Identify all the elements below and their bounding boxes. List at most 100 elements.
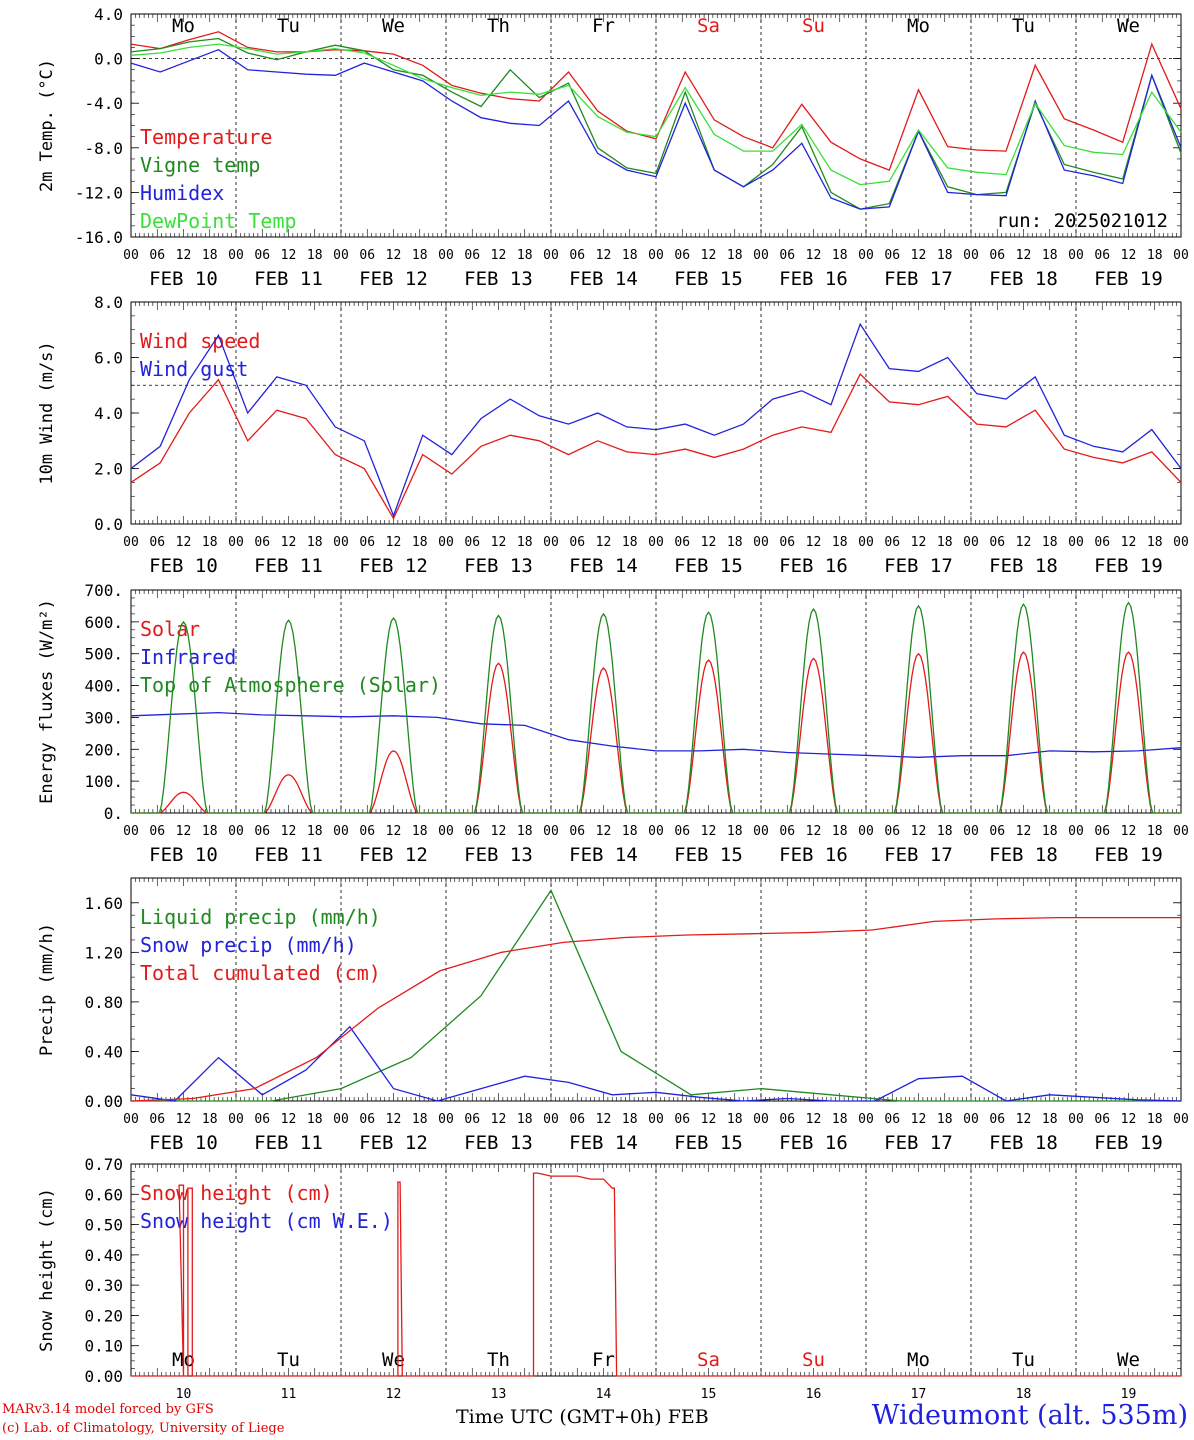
hour-tick-label: 00 (438, 535, 454, 550)
series-line-wind-gust (130, 322, 1182, 518)
hour-tick-label: 00 (648, 535, 664, 550)
hour-tick-label: 12 (1121, 824, 1137, 839)
hour-tick-label: 18 (832, 248, 848, 263)
panel-5: 0.70 0.60 0.50 0.40 0.30 0.20 0.10 0.00 Snow hei… (37, 1155, 1182, 1402)
date-label: FEB 19 (1094, 1132, 1163, 1154)
time-axis-title-text: Time UTC (GMT+0h) (456, 1406, 662, 1428)
hour-tick-label: 18 (1042, 824, 1058, 839)
legend-entry: Liquid precip (mm/h) (140, 905, 381, 929)
y-tick-label: -8.0 (84, 139, 123, 158)
y-tick-label: 0.50 (84, 1216, 123, 1235)
hour-tick-label: 06 (254, 824, 270, 839)
hour-tick-label: 12 (596, 1112, 612, 1127)
hour-tick-label: 18 (202, 824, 218, 839)
y-tick-label: 0. (104, 804, 123, 823)
day-number-label: 17 (911, 1387, 927, 1402)
date-label: FEB 17 (884, 555, 953, 577)
hour-tick-label: 18 (622, 248, 638, 263)
day-number-label: 11 (281, 1387, 297, 1402)
hour-tick-label: 18 (517, 248, 533, 263)
hour-tick-label: 06 (884, 1112, 900, 1127)
hour-tick-label: 00 (858, 824, 874, 839)
date-label: FEB 16 (779, 268, 848, 290)
series-line-snow-precip-mm-h- (130, 1025, 1182, 1102)
date-label: FEB 16 (779, 844, 848, 866)
date-label: FEB 14 (569, 844, 638, 866)
hour-tick-label: 18 (202, 535, 218, 550)
legend-entry: Snow height (cm) (140, 1181, 333, 1205)
hour-tick-label: 06 (149, 248, 165, 263)
hour-tick-label: 00 (333, 248, 349, 263)
hour-tick-label: 12 (596, 824, 612, 839)
day-number-label: 19 (1121, 1387, 1137, 1402)
hour-tick-label: 18 (937, 1112, 953, 1127)
hour-tick-label: 06 (254, 535, 270, 550)
date-label: FEB 15 (674, 844, 743, 866)
y-tick-label: 100. (84, 772, 123, 791)
date-label: FEB 12 (359, 1132, 428, 1154)
hour-tick-label: 18 (622, 535, 638, 550)
hour-tick-label: 18 (832, 535, 848, 550)
hour-tick-label: 06 (674, 824, 690, 839)
hour-tick-label: 06 (989, 248, 1005, 263)
hour-tick-label: 00 (543, 824, 559, 839)
series-line-wind-speed (130, 373, 1182, 520)
y-tick-label: 0.30 (84, 1276, 123, 1295)
hour-tick-label: 12 (806, 248, 822, 263)
hour-tick-label: 00 (753, 1112, 769, 1127)
hour-tick-label: 06 (1094, 248, 1110, 263)
hour-tick-label: 00 (543, 1112, 559, 1127)
hour-tick-label: 18 (727, 248, 743, 263)
y-tick-label: 0.0 (94, 50, 123, 69)
y-tick-label: 600. (84, 613, 123, 632)
date-label: FEB 13 (464, 844, 533, 866)
weekday-label: Fr (592, 15, 615, 37)
weekday-label: Su (802, 15, 825, 37)
hour-tick-label: 18 (307, 535, 323, 550)
hour-tick-label: 18 (1042, 535, 1058, 550)
hour-tick-label: 18 (202, 1112, 218, 1127)
y-tick-label: 6.0 (94, 349, 123, 368)
hour-tick-label: 18 (517, 535, 533, 550)
hour-tick-label: 06 (149, 824, 165, 839)
hour-tick-label: 00 (753, 535, 769, 550)
hour-tick-label: 18 (832, 1112, 848, 1127)
y-tick-label: 0.70 (84, 1155, 123, 1174)
hour-tick-label: 12 (806, 535, 822, 550)
hour-tick-label: 06 (884, 535, 900, 550)
hour-tick-label: 00 (1173, 1112, 1189, 1127)
hour-tick-label: 06 (569, 535, 585, 550)
date-label: FEB 15 (674, 268, 743, 290)
hour-tick-label: 00 (543, 535, 559, 550)
hour-tick-label: 12 (1121, 248, 1137, 263)
hour-tick-label: 18 (517, 1112, 533, 1127)
hour-tick-label: 18 (727, 1112, 743, 1127)
hour-tick-label: 12 (176, 1112, 192, 1127)
legend-entry: Wind gust (140, 357, 248, 381)
hour-tick-label: 00 (963, 824, 979, 839)
date-label: FEB 11 (254, 1132, 323, 1154)
hour-tick-label: 00 (228, 1112, 244, 1127)
hour-tick-label: 06 (779, 1112, 795, 1127)
day-number-label: 13 (491, 1387, 507, 1402)
hour-tick-label: 18 (307, 824, 323, 839)
hour-tick-label: 06 (1094, 535, 1110, 550)
hour-tick-label: 00 (1068, 824, 1084, 839)
hour-tick-label: 12 (911, 535, 927, 550)
plot-frame (130, 13, 1182, 238)
series-line-dewpoint-temp (130, 43, 1182, 186)
hour-tick-label: 12 (911, 1112, 927, 1127)
weekday-label: Th (487, 15, 510, 37)
series-line-snow-height-cm- (131, 1172, 1181, 1377)
hour-tick-label: 18 (517, 824, 533, 839)
y-tick-label: 700. (84, 581, 123, 600)
y-axis-label: 2m Temp. (°C) (37, 59, 57, 192)
hour-tick-label: 06 (1094, 1112, 1110, 1127)
hour-tick-label: 00 (123, 248, 139, 263)
panel-3: 700. 600. 500. 400. 300. 200. 100. 0. Energy flu… (37, 581, 1189, 866)
hour-tick-label: 00 (858, 535, 874, 550)
hour-tick-label: 12 (596, 535, 612, 550)
hour-tick-label: 12 (701, 824, 717, 839)
date-label: FEB 18 (989, 268, 1058, 290)
